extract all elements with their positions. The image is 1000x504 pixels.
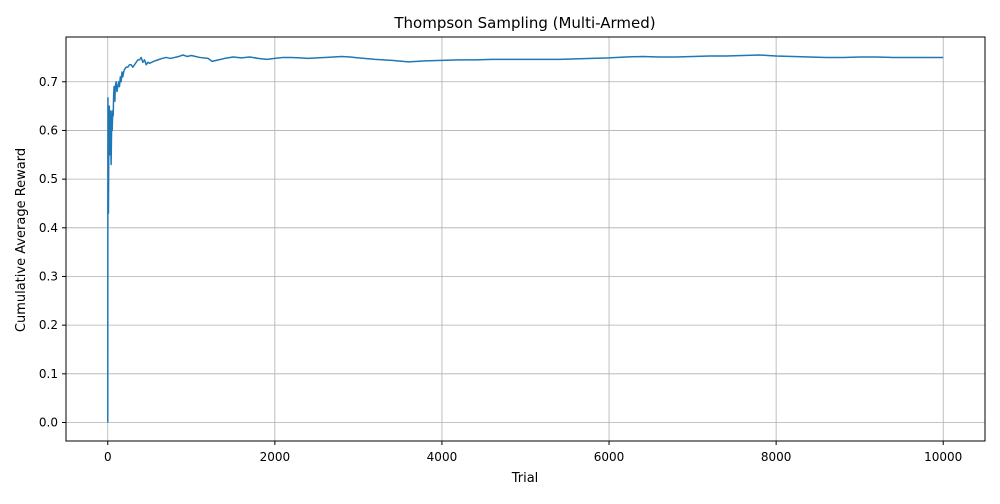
chart-title: Thompson Sampling (Multi-Armed) [393, 14, 655, 32]
y-tick-label: 0.1 [39, 367, 58, 381]
y-axis-label: Cumulative Average Reward [14, 148, 29, 332]
y-tick-label: 0.6 [39, 123, 58, 137]
y-tick-label: 0.0 [39, 416, 58, 430]
y-axis-ticks: 0.0 0.1 0.2 0.3 0.4 0.5 0.6 0.7 [39, 75, 66, 430]
x-tick-label: 6000 [594, 450, 625, 464]
x-tick-label: 4000 [427, 450, 458, 464]
x-tick-label: 0 [104, 450, 112, 464]
series-line [107, 54, 944, 423]
y-tick-label: 0.7 [39, 75, 58, 89]
y-tick-label: 0.3 [39, 269, 58, 283]
series-layer [107, 54, 944, 423]
x-tick-label: 2000 [260, 450, 291, 464]
plot-frame [65, 36, 986, 442]
x-axis-label: Trial [511, 471, 539, 486]
x-tick-label: 10000 [924, 450, 962, 464]
y-tick-label: 0.4 [39, 221, 58, 235]
y-tick-label: 0.5 [39, 172, 58, 186]
x-tick-label: 8000 [761, 450, 792, 464]
y-tick-label: 0.2 [39, 318, 58, 332]
grid [66, 37, 985, 441]
x-axis-ticks: 0 2000 4000 6000 8000 10000 [104, 441, 962, 464]
